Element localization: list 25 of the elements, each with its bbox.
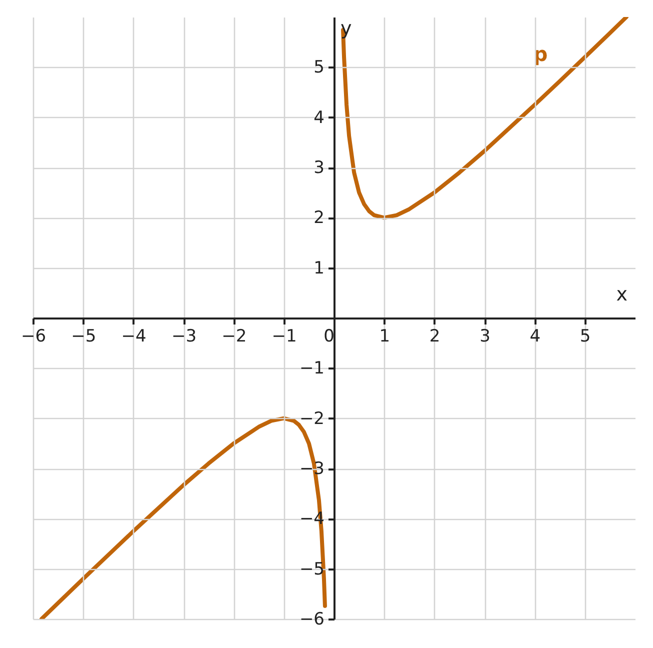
y-tick-label: 2	[314, 208, 324, 228]
y-tick-label: −2	[299, 408, 324, 429]
x-tick-label: 0	[324, 326, 334, 346]
x-tick-label: −2	[222, 326, 247, 346]
y-tick-label: −5	[299, 559, 324, 580]
y-tick-label: 5	[314, 58, 324, 78]
x-tick-label: −6	[20, 326, 46, 346]
x-tick-label: −4	[121, 326, 146, 346]
x-tick-label: −1	[272, 326, 297, 346]
x-tick-label: 5	[580, 326, 591, 346]
x-tick-label: 4	[530, 326, 541, 346]
x-tick-label: 1	[379, 326, 390, 346]
y-tick-label: 4	[314, 108, 324, 128]
x-tick-label: 2	[429, 326, 440, 346]
y-tick-label: 1	[314, 258, 324, 278]
x-tick-label: 3	[480, 326, 490, 346]
y-tick-label: −3	[299, 459, 324, 479]
y-tick-label: −1	[299, 358, 324, 379]
x-tick-label: −3	[171, 326, 197, 346]
x-tick-label: −5	[71, 326, 96, 346]
y-tick-label: −4	[299, 509, 324, 530]
y-tick-label: 3	[314, 158, 324, 178]
y-tick-label: −6	[299, 610, 324, 630]
x-axis-title: x	[616, 284, 628, 306]
y-axis-title: y	[340, 18, 352, 40]
